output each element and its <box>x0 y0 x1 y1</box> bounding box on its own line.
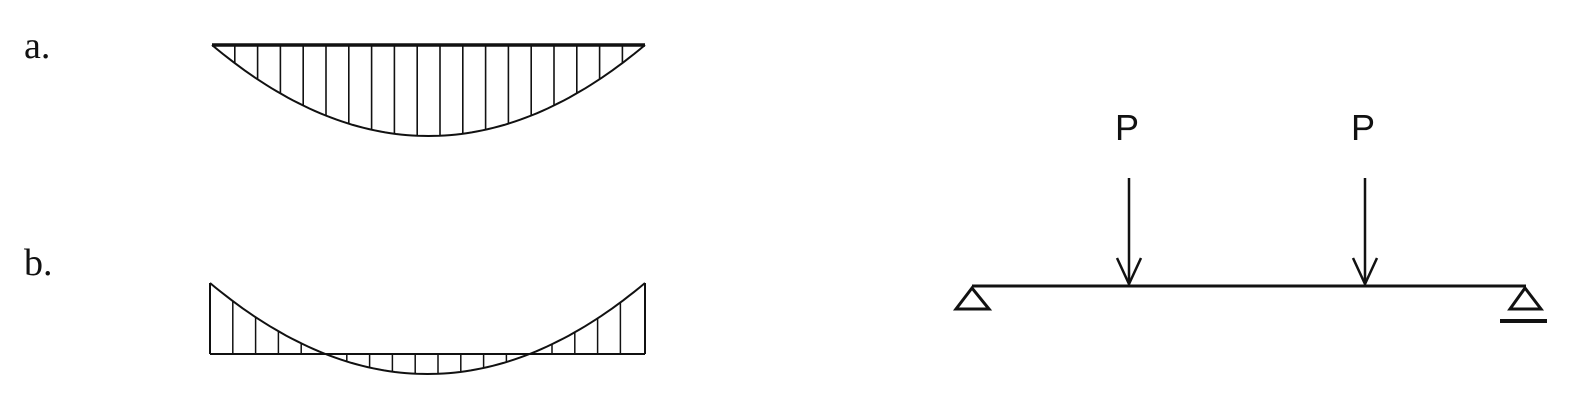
load-1-label: P <box>1115 107 1139 148</box>
diagram-a-hatching <box>234 45 624 136</box>
load-arrow-2: P <box>1351 107 1379 287</box>
load-arrow-1: P <box>1115 107 1143 287</box>
load-2-arrowhead <box>1351 257 1379 287</box>
beam-diagram: P P <box>952 107 1547 323</box>
pin-support-icon <box>952 285 993 311</box>
diagram-b-hatching <box>232 301 622 374</box>
load-1-arrowhead <box>1115 257 1143 287</box>
load-2-label: P <box>1351 107 1375 148</box>
diagram-a: a. <box>24 25 646 138</box>
diagram-b-label: b. <box>24 242 53 284</box>
diagram-a-label: a. <box>24 25 50 67</box>
roller-support-icon <box>1500 285 1547 323</box>
diagram-b: b. <box>24 242 646 376</box>
diagram-a-curve <box>211 44 646 138</box>
diagram-b-curve <box>209 282 646 376</box>
